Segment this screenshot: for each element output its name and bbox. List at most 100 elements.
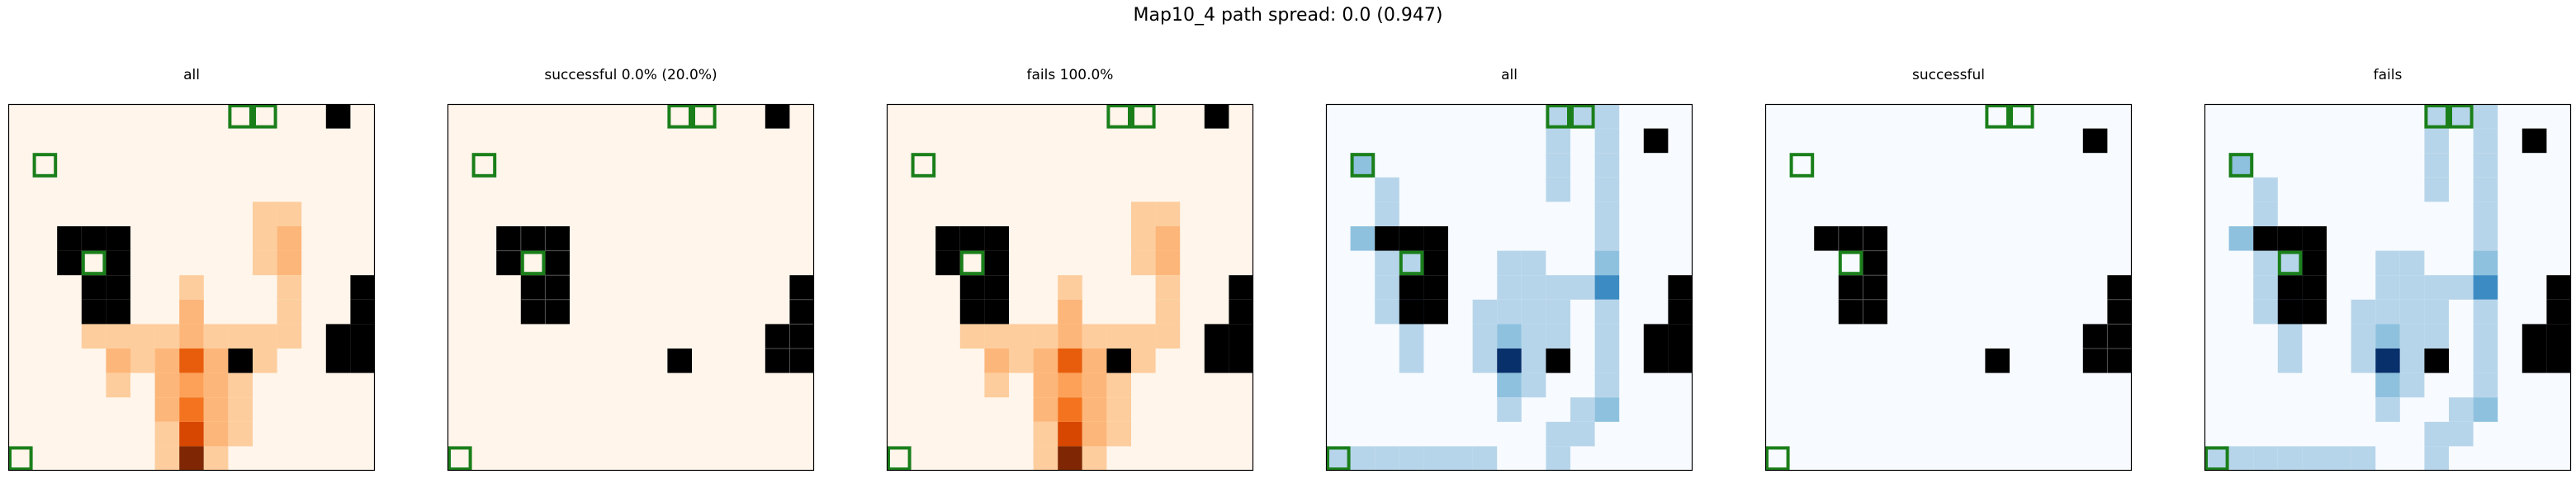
heatmap-cell [1546, 421, 1570, 447]
heatmap-cell [1472, 446, 1498, 471]
heatmap-cell [1594, 299, 1620, 325]
heatmap-cell [106, 372, 130, 398]
heatmap-cell [1082, 324, 1107, 349]
heatmap-cell [1399, 324, 1424, 349]
heatmap-cell [1497, 349, 1522, 373]
heatmap-cell [1155, 275, 1181, 300]
obstacle-cell [1423, 275, 1448, 300]
obstacle-cell [1668, 275, 1693, 300]
heatmap-cell [203, 446, 229, 471]
obstacle-cell [1863, 275, 1887, 300]
target-marker [2424, 104, 2449, 129]
heatmap-cell [1594, 153, 1620, 178]
heatmap-cell [154, 446, 180, 471]
obstacle-cell [545, 299, 570, 325]
panel-frame [2204, 103, 2572, 472]
heatmap-cell [1131, 250, 1156, 276]
heatmap-cell [228, 324, 253, 349]
obstacle-cell [2424, 349, 2449, 373]
heatmap-cell [1009, 324, 1034, 349]
heatmap-cell [2424, 128, 2449, 154]
heatmap-cell [1472, 324, 1498, 349]
obstacle-cell [1229, 349, 1253, 373]
heatmap-cell [1058, 372, 1082, 398]
panel-frame [1764, 103, 2133, 472]
heatmap-background [447, 104, 814, 471]
heatmap-cell [2399, 275, 2425, 300]
obstacle-cell [2546, 324, 2571, 349]
heatmap-cell [2424, 299, 2449, 325]
panel-frame [1325, 103, 1693, 472]
heatmap-panel-3 [886, 103, 1254, 472]
obstacle-cell [667, 349, 692, 373]
obstacle-cell [2522, 128, 2547, 154]
heatmap-cell [154, 421, 180, 447]
obstacle-cell [2302, 226, 2327, 251]
heatmap-cell [2375, 299, 2400, 325]
obstacle-cell [1668, 299, 1693, 325]
heatmap-cell [2424, 421, 2449, 447]
heatmap-cell [154, 397, 180, 422]
target-marker [2449, 104, 2474, 129]
heatmap-panel-1 [7, 103, 376, 472]
heatmap-cell [1131, 202, 1156, 226]
obstacle-cell [1204, 324, 1229, 349]
heatmap-cell [1521, 299, 1546, 325]
heatmap-cell [1521, 349, 1546, 373]
obstacle-cell [545, 226, 570, 251]
heatmap-cell [2424, 324, 2449, 349]
heatmap-cell [1131, 324, 1156, 349]
heatmap-cell [1546, 128, 1570, 154]
heatmap-cell [1472, 299, 1498, 325]
heatmap-cell [1546, 299, 1570, 325]
obstacle-cell [350, 349, 375, 373]
heatmap-cell [2449, 397, 2474, 422]
heatmap-cell [179, 397, 204, 422]
heatmap-cell [130, 349, 155, 373]
obstacle-cell [2522, 324, 2547, 349]
obstacle-cell [959, 226, 985, 251]
heatmap-cell [1521, 250, 1546, 276]
heatmap-cell [1570, 421, 1595, 447]
heatmap-cell [2351, 299, 2376, 325]
heatmap-cell [1009, 349, 1034, 373]
heatmap-cell [2253, 202, 2278, 226]
heatmap-cell [1082, 446, 1107, 471]
heatmap-cell [2375, 324, 2400, 349]
heatmap-cell [203, 324, 229, 349]
heatmap-cell [1594, 275, 1620, 300]
heatmap-cell [2351, 324, 2376, 349]
obstacle-cell [81, 299, 107, 325]
obstacle-cell [350, 275, 375, 300]
heatmap-cell [1521, 372, 1546, 398]
obstacle-cell [2277, 275, 2303, 300]
obstacle-cell [789, 349, 814, 373]
target-marker [1131, 104, 1156, 129]
obstacle-cell [789, 299, 814, 325]
target-marker [471, 153, 497, 178]
heatmap-cell [1033, 421, 1058, 447]
obstacle-cell [1204, 349, 1229, 373]
obstacle-cell [935, 250, 960, 276]
target-marker [1570, 104, 1595, 129]
heatmap-cell [130, 324, 155, 349]
obstacle-cell [2546, 299, 2571, 325]
obstacle-cell [1863, 250, 1887, 276]
heatmap-cell [203, 372, 229, 398]
obstacle-cell [1838, 275, 1863, 300]
heatmap-cell [1497, 299, 1522, 325]
obstacle-cell [1668, 324, 1693, 349]
heatmap-cell [1594, 372, 1620, 398]
heatmap-cell [179, 299, 204, 325]
obstacle-cell [1546, 349, 1570, 373]
obstacle-cell [789, 324, 814, 349]
panel-title-2: successful 0.0% (20.0%) [544, 67, 717, 83]
target-marker [1765, 446, 1790, 471]
obstacle-cell [520, 275, 546, 300]
obstacle-cell [984, 275, 1009, 300]
heatmap-cell [2399, 299, 2425, 325]
target-marker [2228, 153, 2254, 178]
heatmap-cell [1155, 250, 1181, 276]
heatmap-cell [2424, 275, 2449, 300]
heatmap-cell [2449, 421, 2474, 447]
